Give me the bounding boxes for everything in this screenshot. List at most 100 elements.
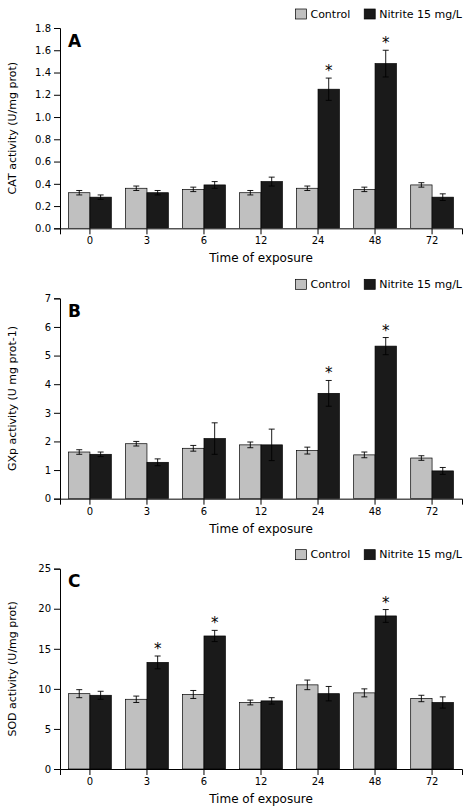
error-bar — [212, 423, 218, 454]
y-axis-line — [54, 29, 61, 229]
x-tick-mark — [89, 499, 90, 505]
y-tick-mark — [54, 384, 60, 385]
figure: 0.00.20.40.60.81.01.21.41.61.80361224487… — [0, 0, 474, 811]
bar — [318, 393, 339, 498]
panel: 051015202503612244872Time of exposureSOD… — [6, 548, 463, 806]
x-tick: 3 — [144, 769, 150, 787]
y-tick-mark — [54, 569, 60, 570]
x-tick-mark — [261, 228, 262, 234]
y-axis-line — [54, 299, 61, 499]
error-bar — [190, 187, 196, 191]
y-tick: 10 — [38, 684, 60, 695]
bar — [261, 182, 282, 229]
error-bar — [418, 183, 424, 187]
y-tick-label: 0.4 — [35, 179, 51, 190]
x-tick-mark — [375, 769, 376, 775]
error-bar — [247, 190, 253, 194]
y-tick-mark — [54, 327, 60, 328]
x-tick: 72 — [426, 499, 439, 517]
x-tick: 72 — [426, 769, 439, 787]
bar — [183, 448, 204, 498]
y-tick: 0 — [45, 493, 60, 504]
error-bar — [133, 696, 139, 702]
bar — [240, 702, 261, 769]
y-tick-label: 0.6 — [35, 156, 51, 167]
y-tick: 5 — [45, 724, 60, 735]
x-tick-mark — [432, 228, 433, 234]
y-tick-label: 7 — [45, 293, 51, 304]
bar — [69, 452, 90, 499]
x-tick: 24 — [312, 499, 325, 517]
x-tick-label: 0 — [87, 235, 93, 246]
x-tick-mark — [261, 499, 262, 505]
bar — [354, 189, 375, 228]
series — [90, 338, 454, 499]
y-tick-label: 0.2 — [35, 201, 51, 212]
legend-item: Control — [295, 8, 350, 21]
y-tick-mark — [54, 413, 60, 414]
x-axis: 03612244872 — [61, 499, 463, 517]
x-tick: 72 — [426, 228, 439, 246]
x-tick-label: 24 — [312, 235, 325, 246]
x-tick: 6 — [201, 769, 207, 787]
y-tick: 0.6 — [35, 156, 60, 167]
x-tick-label: 0 — [87, 506, 93, 517]
bar — [354, 455, 375, 499]
bar — [126, 699, 147, 769]
x-tick: 0 — [87, 769, 93, 787]
x-tick-mark — [146, 769, 147, 775]
legend: ControlNitrite 15 mg/L — [295, 548, 462, 561]
y-tick-mark — [54, 649, 60, 650]
significance-star: * — [382, 322, 390, 340]
y-tick-label: 25 — [38, 563, 51, 574]
error-bar — [304, 186, 310, 190]
error-bar — [440, 467, 446, 474]
x-tick-mark — [146, 499, 147, 505]
bar — [126, 188, 147, 228]
error-bar — [98, 452, 104, 457]
error-bar — [304, 447, 310, 454]
panel: 0.00.20.40.60.81.01.21.41.61.80361224487… — [6, 8, 463, 266]
y-tick-mark — [54, 441, 60, 442]
significance-star: * — [382, 594, 390, 612]
y-tick-mark — [54, 184, 60, 185]
x-tick-label: 12 — [255, 506, 268, 517]
y-tick: 1.8 — [35, 23, 60, 34]
y-axis-title: SOD activity (U/mg prot) — [6, 601, 19, 737]
error-bar — [440, 697, 446, 708]
error-bar — [155, 459, 161, 466]
x-tick-label: 48 — [369, 235, 382, 246]
legend-item: Nitrite 15 mg/L — [364, 8, 463, 21]
significance-star: * — [211, 614, 219, 632]
error-bar — [269, 429, 275, 460]
y-tick-label: 1.4 — [35, 67, 51, 78]
y-tick-mark — [54, 117, 60, 118]
y-tick-label: 1.6 — [35, 45, 51, 56]
x-tick-label: 12 — [255, 235, 268, 246]
x-tick-label: 0 — [87, 776, 93, 787]
y-tick: 5 — [45, 350, 60, 361]
y-tick-mark — [54, 162, 60, 163]
legend-item: Nitrite 15 mg/L — [364, 278, 463, 291]
x-axis: 03612244872 — [61, 769, 463, 787]
y-tick: 6 — [45, 322, 60, 333]
x-tick: 48 — [369, 769, 382, 787]
x-tick-mark — [375, 228, 376, 234]
x-axis-line — [61, 499, 463, 505]
significance-star: * — [325, 62, 333, 80]
error-bar — [269, 698, 275, 704]
y-tick-mark — [54, 206, 60, 207]
x-tick-label: 12 — [255, 776, 268, 787]
y-tick-label: 1 — [45, 465, 51, 476]
x-tick: 6 — [201, 228, 207, 246]
y-tick-label: 20 — [38, 603, 51, 614]
y-tick-mark — [54, 228, 60, 229]
x-tick-mark — [203, 499, 204, 505]
error-bar — [76, 690, 82, 698]
panel: 0123456703612244872Time of exposureGXp a… — [6, 278, 463, 536]
y-axis: 0510152025 — [38, 563, 60, 774]
series — [90, 50, 454, 228]
x-tick-label: 6 — [201, 506, 207, 517]
x-tick-mark — [432, 769, 433, 775]
bar — [411, 458, 432, 499]
